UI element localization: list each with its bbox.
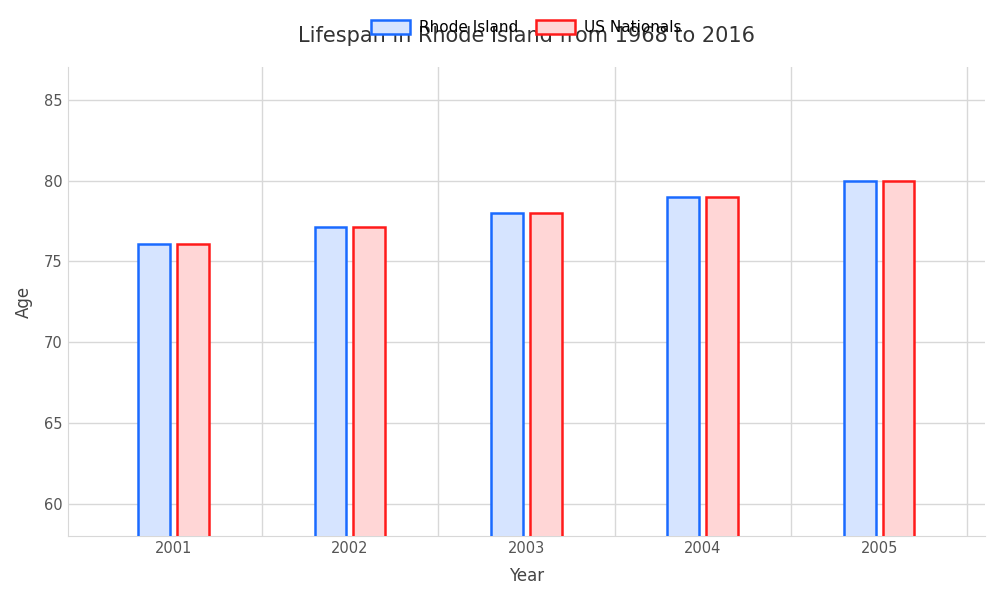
Bar <box>353 227 385 600</box>
Bar <box>844 181 876 600</box>
Bar <box>315 227 346 600</box>
Bar <box>530 213 562 600</box>
X-axis label: Year: Year <box>509 567 544 585</box>
Bar <box>667 197 699 600</box>
Bar <box>883 181 914 600</box>
Title: Lifespan in Rhode Island from 1968 to 2016: Lifespan in Rhode Island from 1968 to 20… <box>298 26 755 46</box>
Bar <box>706 197 738 600</box>
Legend: Rhode Island, US Nationals: Rhode Island, US Nationals <box>365 14 687 41</box>
Bar <box>177 244 209 600</box>
Bar <box>491 213 523 600</box>
Y-axis label: Age: Age <box>15 286 33 318</box>
Bar <box>138 244 170 600</box>
